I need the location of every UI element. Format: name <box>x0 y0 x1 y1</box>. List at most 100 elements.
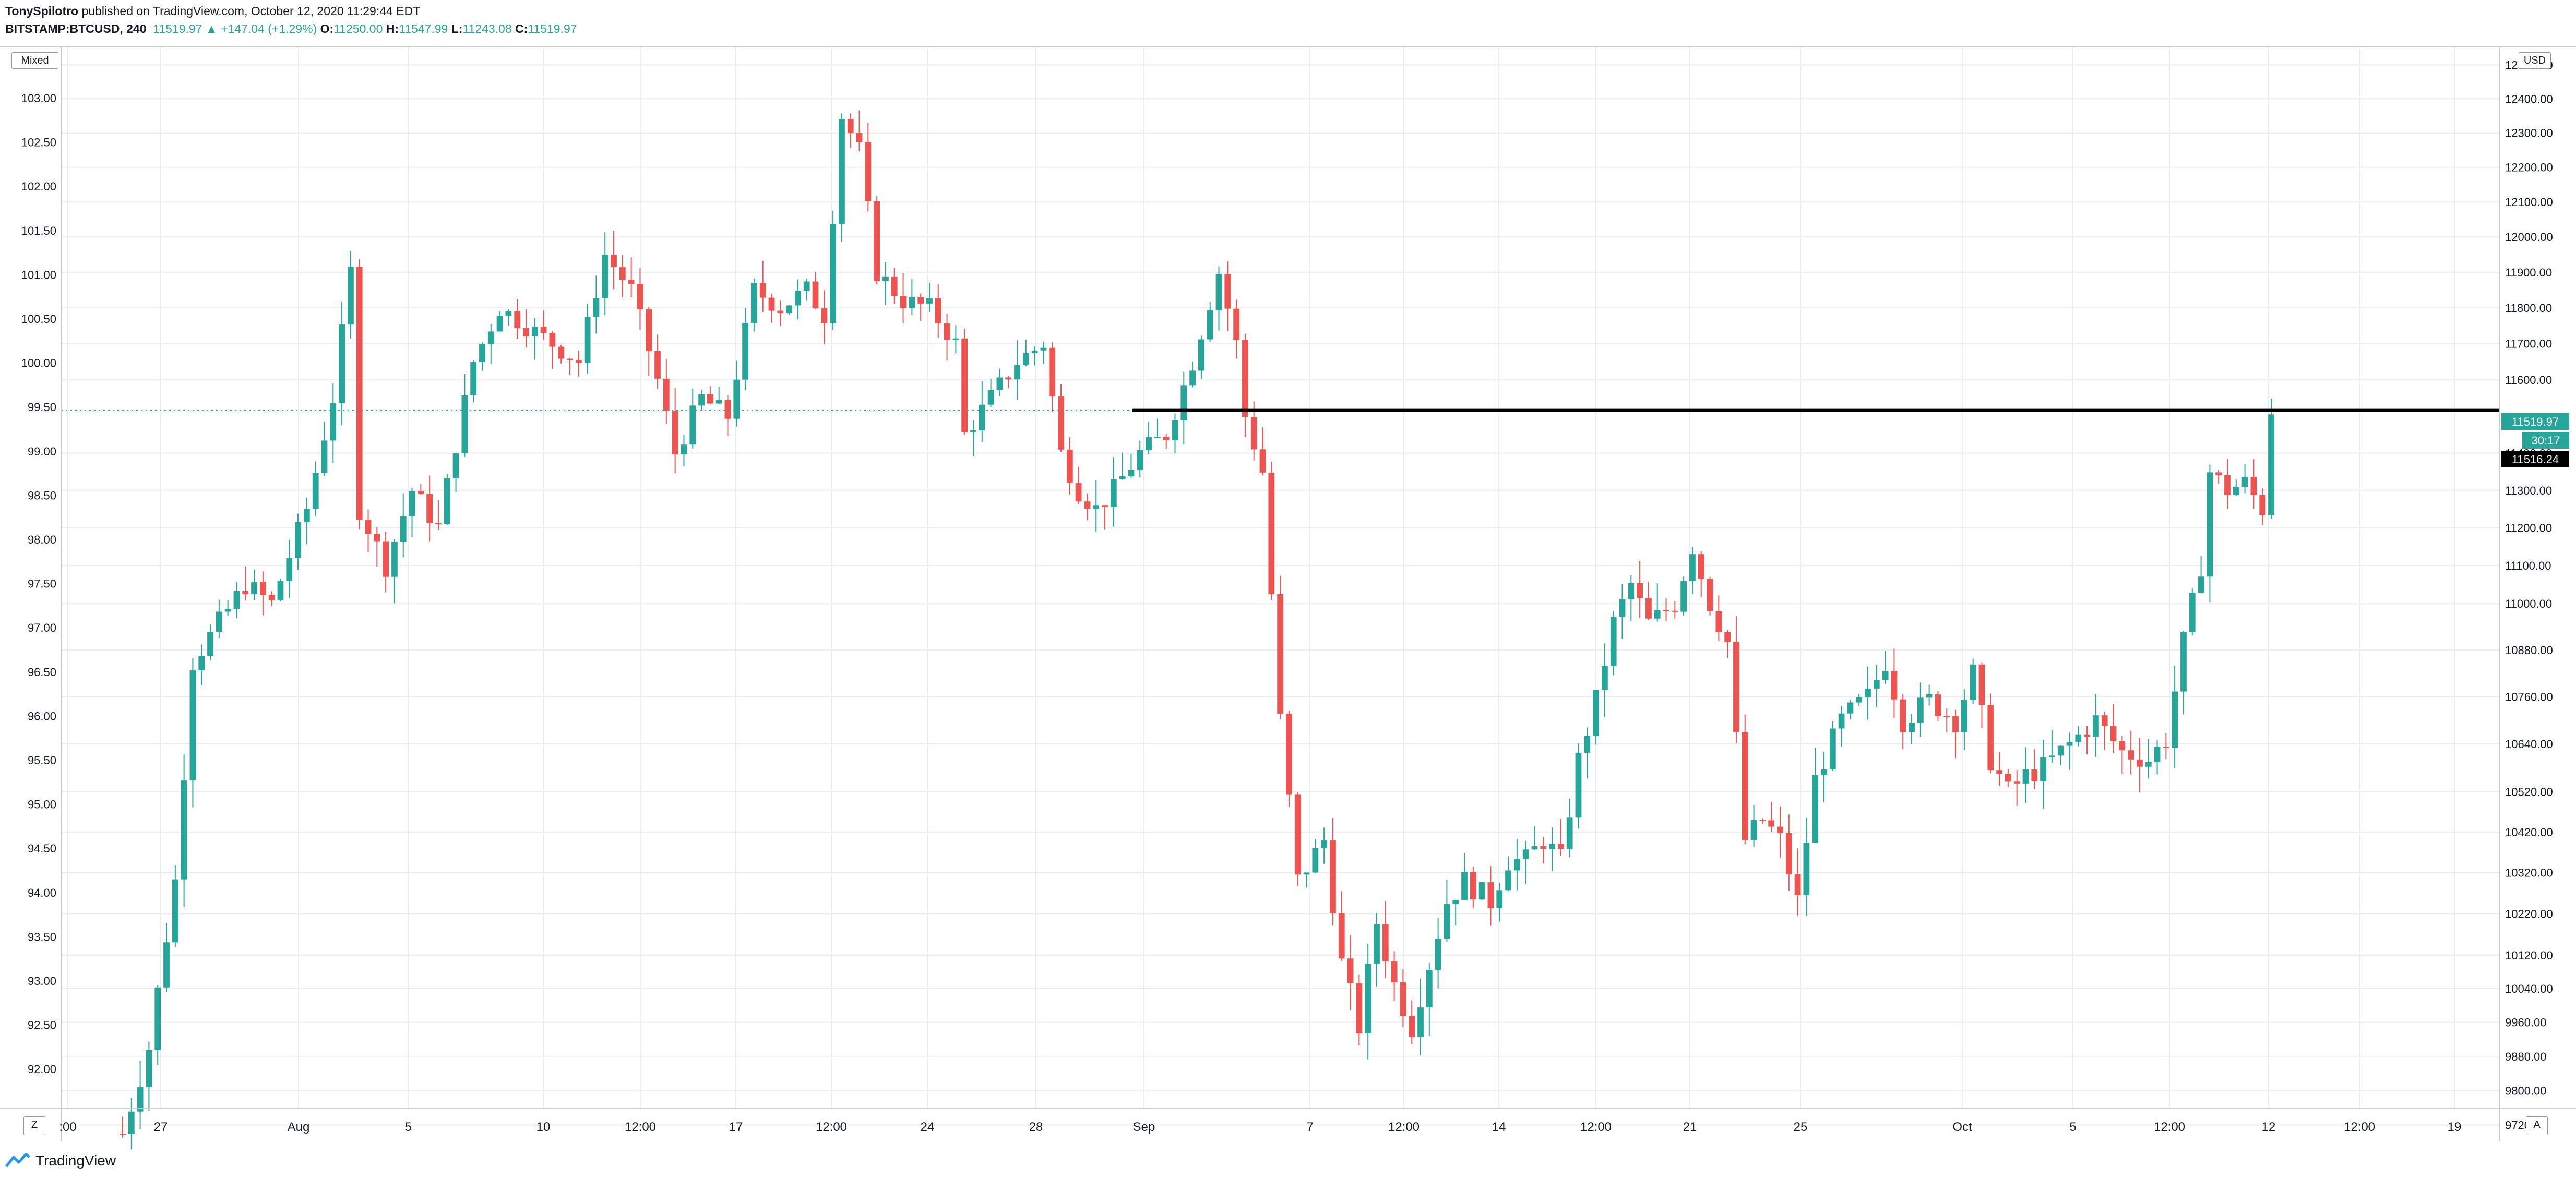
candle-body <box>1347 958 1354 983</box>
candle-body <box>1637 583 1643 598</box>
candle-body <box>1417 1007 1424 1037</box>
candle-body <box>1557 844 1564 849</box>
candle-body <box>786 305 792 314</box>
candle-body <box>348 267 354 325</box>
candle-body <box>2215 472 2222 475</box>
candle-body <box>224 609 231 612</box>
candle-body <box>1102 505 1108 508</box>
candle-body <box>944 323 950 340</box>
left-axis-tick: 92.50 <box>28 1019 56 1032</box>
candle-body <box>1645 598 1652 619</box>
left-axis-tick: 103.00 <box>21 92 56 105</box>
candle-body <box>444 478 450 524</box>
candle-body <box>1233 308 1239 340</box>
right-axis-tick: 11000.00 <box>2505 597 2552 610</box>
candle-body <box>1505 870 1511 891</box>
candle-body <box>1356 983 1363 1033</box>
candle-body <box>1707 579 1713 611</box>
right-axis-tick: 12000.00 <box>2505 231 2553 244</box>
right-axis-tick: 9800.00 <box>2505 1084 2547 1097</box>
candle-body <box>558 346 565 359</box>
close-label: C: <box>515 22 528 35</box>
candle-body <box>549 333 556 347</box>
candle-body <box>1715 611 1722 632</box>
time-axis-tick: 25 <box>1794 1120 1808 1134</box>
candle-body <box>584 317 591 363</box>
right-axis-tick: 11100.00 <box>2505 559 2551 572</box>
candle-body <box>1522 849 1529 859</box>
author-name[interactable]: TonySpilotro <box>5 4 79 18</box>
candle-body <box>1917 697 1924 723</box>
candle-body <box>2250 477 2257 495</box>
candle-body <box>1215 274 1222 310</box>
right-axis-tick: 12100.00 <box>2505 196 2553 209</box>
candle-body <box>330 403 337 441</box>
open-label: O: <box>320 22 334 35</box>
left-axis-tick: 101.50 <box>21 224 56 237</box>
candle-body <box>1672 610 1678 612</box>
candle-body <box>1619 599 1626 617</box>
auto-scale-button[interactable]: A <box>2526 1116 2548 1135</box>
right-axis-tick: 10040.00 <box>2505 982 2553 995</box>
countdown-label-bg <box>2522 432 2569 449</box>
left-axis-tick: 100.00 <box>21 357 56 370</box>
candle-body <box>1452 900 1459 904</box>
time-axis-tick: 12:00 <box>2154 1120 2185 1134</box>
left-axis-tick: 93.00 <box>28 975 56 988</box>
time-axis[interactable]: :00 27 Aug 5 10 12:00 17 12:00 24 28 Sep 7 12:00 14 12… <box>59 1120 2461 1134</box>
left-axis-tick: 93.50 <box>28 930 56 943</box>
candle-body <box>2241 477 2248 487</box>
candle-body <box>1075 483 1082 502</box>
candle-body <box>2075 734 2082 742</box>
candle-body <box>979 404 985 430</box>
right-axis-tick: 12400.00 <box>2505 92 2553 105</box>
candle-body <box>1374 924 1380 964</box>
candle-body <box>1031 350 1038 354</box>
time-axis-tick: 21 <box>1683 1120 1697 1134</box>
time-axis-tick: 5 <box>404 1120 411 1134</box>
time-axis-tick: 12:00 <box>2344 1120 2375 1134</box>
candle-body <box>128 1111 135 1134</box>
candle-body <box>1365 964 1372 1033</box>
candle-body <box>1005 377 1012 380</box>
candle-body <box>216 611 222 632</box>
candle-body <box>137 1087 144 1112</box>
left-axis-tick: 98.50 <box>28 489 56 502</box>
left-axis-tick: 99.50 <box>28 401 56 414</box>
candle-body <box>1259 449 1266 473</box>
candle-body <box>1084 501 1091 509</box>
candle-body <box>1207 310 1213 340</box>
time-axis-tick: 5 <box>2069 1120 2076 1134</box>
left-price-axis[interactable]: 103.00 102.50 102.00 101.50 101.00 100.50 100.… <box>21 92 56 1076</box>
candle-body <box>619 267 626 280</box>
candle-body <box>1838 713 1845 729</box>
left-axis-tick: 95.50 <box>28 754 56 767</box>
time-axis-tick: 12:00 <box>816 1120 847 1134</box>
candle-body <box>830 224 837 323</box>
footer-brand[interactable]: TradingView <box>5 1148 116 1174</box>
candle-body <box>1821 769 1827 775</box>
usd-currency-button[interactable]: USD <box>2519 52 2551 69</box>
candle-body <box>1680 581 1687 612</box>
candle-body <box>628 280 635 284</box>
candle-body <box>1321 840 1328 848</box>
candle-body <box>514 311 521 328</box>
symbol-label[interactable]: BITSTAMP:BTCUSD, 240 <box>5 22 147 35</box>
candle-body <box>593 298 600 317</box>
zoom-reset-button[interactable]: Z <box>23 1116 45 1135</box>
candle-body <box>900 296 907 308</box>
candle-body <box>1996 770 2002 774</box>
right-axis-tick: 10520.00 <box>2505 786 2553 799</box>
candle-body <box>1891 671 1898 700</box>
mixed-scale-button[interactable]: Mixed <box>11 52 58 69</box>
right-price-axis[interactable]: 12500.0012400.0012300.0012200.0012100.00… <box>2505 58 2553 1132</box>
candle-body <box>172 879 178 943</box>
candle-body <box>1952 716 1959 732</box>
candle-body <box>2172 691 2178 748</box>
candle-body <box>198 656 205 671</box>
candle-body <box>259 582 266 595</box>
right-axis-tick: 10420.00 <box>2505 826 2553 839</box>
candle-body <box>2101 715 2108 727</box>
candle-body <box>233 591 240 609</box>
